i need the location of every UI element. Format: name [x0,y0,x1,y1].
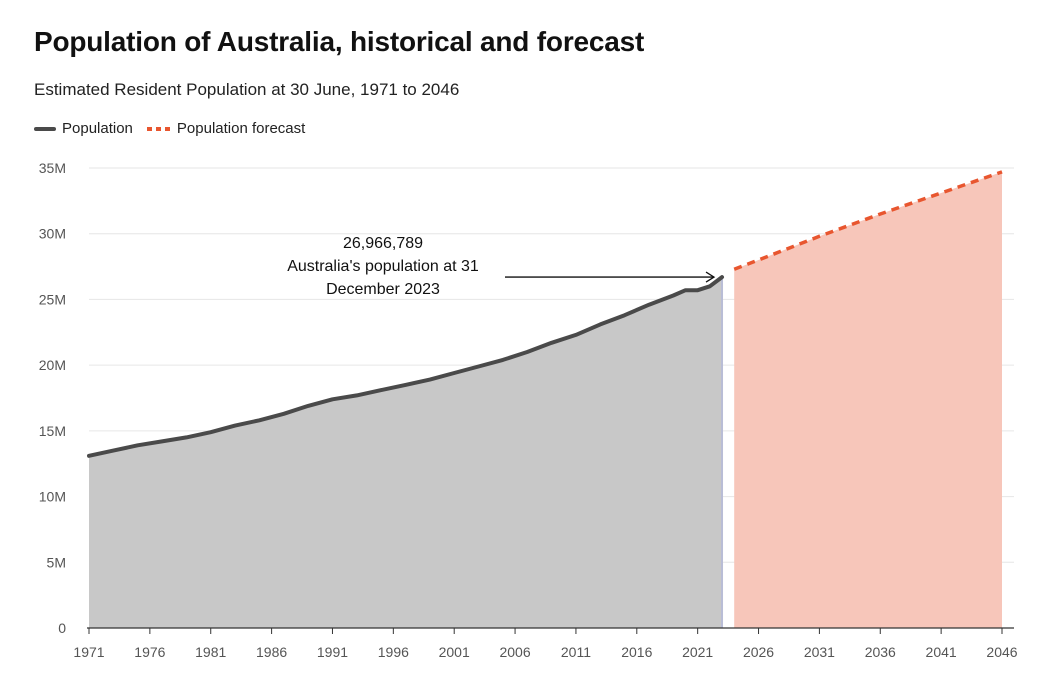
annotation-value: 26,966,789 [343,235,423,252]
x-tick-label: 1981 [195,644,226,660]
x-tick-label: 2046 [986,644,1017,660]
y-tick-label: 30M [39,226,66,242]
y-tick-label: 25M [39,291,66,307]
y-tick-label: 35M [39,160,66,176]
x-tick-label: 2011 [561,644,591,660]
x-tick-label: 2036 [865,644,896,660]
x-tick-label: 2016 [621,644,652,660]
y-tick-label: 10M [39,489,66,505]
annotation-text-line2: December 2023 [326,281,440,298]
y-tick-label: 15M [39,423,66,439]
x-tick-label: 2041 [926,644,957,660]
y-tick-label: 20M [39,357,66,373]
legend-item-population: Population [34,120,133,137]
y-tick-label: 0 [58,620,66,636]
chart-subtitle: Estimated Resident Population at 30 June… [34,80,460,99]
legend: Population Population forecast [34,120,319,137]
forecast-line [733,170,1003,271]
forecast-area [734,171,1002,628]
x-tick-label: 1991 [317,644,348,660]
legend-label-population: Population [62,120,133,137]
x-tick-label: 1986 [256,644,287,660]
x-tick-label: 1971 [73,644,104,660]
annotation-text-line1: Australia's population at 31 [287,258,479,275]
x-tick-label: 2031 [804,644,835,660]
y-tick-label: 5M [47,554,66,570]
legend-swatch-population [34,126,56,131]
x-tick-label: 1976 [134,644,165,660]
x-tick-label: 2001 [439,644,470,660]
legend-label-forecast: Population forecast [176,120,306,137]
x-tick-label: 2006 [499,644,530,660]
legend-item-forecast: Population forecast [146,120,306,137]
population-line [87,275,724,458]
x-tick-label: 2021 [682,644,713,660]
x-tick-label: 2026 [743,644,774,660]
legend-swatch-forecast [146,126,171,131]
annotation-arrowhead [705,271,716,283]
x-tick-label: 1996 [378,644,409,660]
chart-title: Population of Australia, historical and … [34,26,645,57]
population-area [89,277,722,628]
